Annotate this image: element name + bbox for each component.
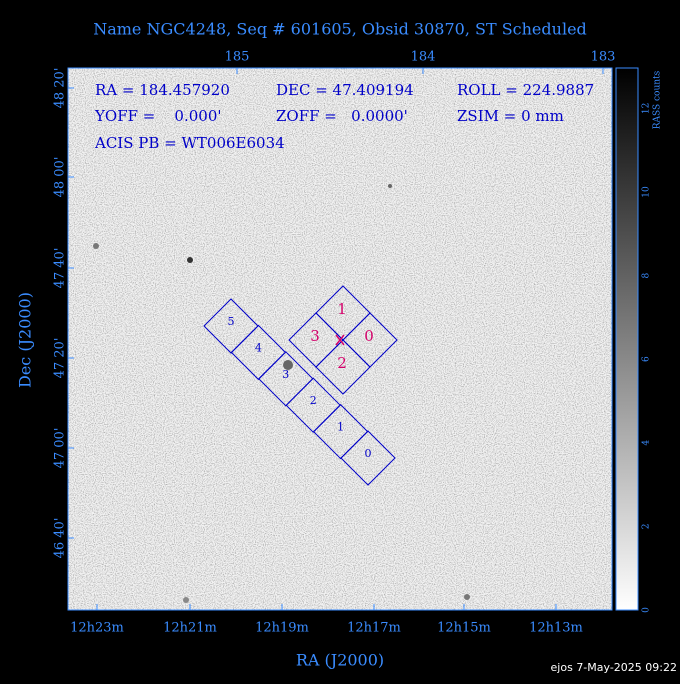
pointing-info: YOFF = 0.000' (94, 107, 222, 125)
bottom-tick-label: 12h19m (255, 621, 309, 636)
pointing-info: ZOFF = 0.0000' (276, 107, 408, 125)
left-tick-label: 47 00' (53, 428, 68, 469)
bottom-tick-label: 12h23m (70, 621, 124, 636)
bottom-tick-label: 12h21m (163, 621, 217, 636)
acis-i-chip (315, 339, 371, 395)
pointing-info: RA = 184.457920 (95, 81, 230, 99)
sources (93, 184, 470, 603)
colorbar-tick-label: 8 (642, 272, 652, 278)
acis-s-chip-label: 2 (310, 394, 317, 407)
acis-s-chip-label: 4 (255, 341, 262, 354)
colorbar-tick-label: 4 (642, 440, 652, 446)
acis-s-chip (230, 324, 287, 381)
pointing-info: ACIS PB = WT006E6034 (94, 134, 285, 152)
plot-frame (67, 67, 613, 611)
acis-s-chip (258, 351, 314, 407)
colorbar-tick-label: 2 (642, 524, 652, 530)
colorbar-tick-label: 10 (642, 186, 652, 198)
title: Name NGC4248, Seq # 601605, Obsid 30870,… (93, 20, 587, 39)
bottom-tick-label: 12h13m (529, 621, 583, 636)
acis-i-chip-label: 2 (337, 354, 347, 372)
footer: ejos 7-May-2025 09:22 (551, 661, 677, 674)
acis-s-chip (340, 430, 396, 486)
left-tick-label: 47 20' (53, 338, 68, 379)
acis-s-chip-label: 1 (337, 421, 344, 434)
acis-s-chip-label: 3 (282, 368, 289, 381)
pointing-info: ROLL = 224.9887 (457, 81, 594, 99)
aimpoint-marker (335, 334, 345, 346)
colorbar-tick-label: 0 (642, 607, 652, 613)
y-axis-title: Dec (J2000) (16, 292, 35, 388)
acis-i-chip-label: 3 (310, 327, 320, 345)
top-tick-label: 184 (411, 50, 436, 65)
top-tick-label: 185 (225, 50, 250, 65)
top-tick-label: 183 (591, 50, 616, 65)
acis-i-chip-label: 1 (337, 300, 347, 318)
colorbar-tick-label: 12 (642, 103, 652, 114)
colorbar-tick-label: 6 (642, 356, 652, 362)
left-tick-label: 47 40' (53, 248, 68, 289)
pointing-info: ZSIM = 0 mm (457, 107, 564, 125)
x-axis-title: RA (J2000) (296, 651, 384, 670)
bottom-tick-label: 12h17m (347, 621, 401, 636)
acis-s-chip (312, 403, 369, 460)
bottom-tick-label: 12h15m (437, 621, 491, 636)
left-tick-label: 48 20' (53, 68, 68, 109)
acis-s-chip (285, 377, 341, 433)
pointing-info: DEC = 47.409194 (276, 81, 414, 99)
acis-s-chip (203, 298, 259, 354)
acis-s-chip-label: 5 (228, 315, 235, 328)
left-tick-label: 46 40' (53, 518, 68, 559)
colorbar-label: RASS counts (653, 70, 663, 129)
left-tick-label: 48 00' (53, 157, 68, 198)
acis-s-chip-label: 0 (365, 447, 372, 460)
acis-i-chip-label: 0 (364, 327, 374, 345)
colorbar (615, 67, 639, 611)
